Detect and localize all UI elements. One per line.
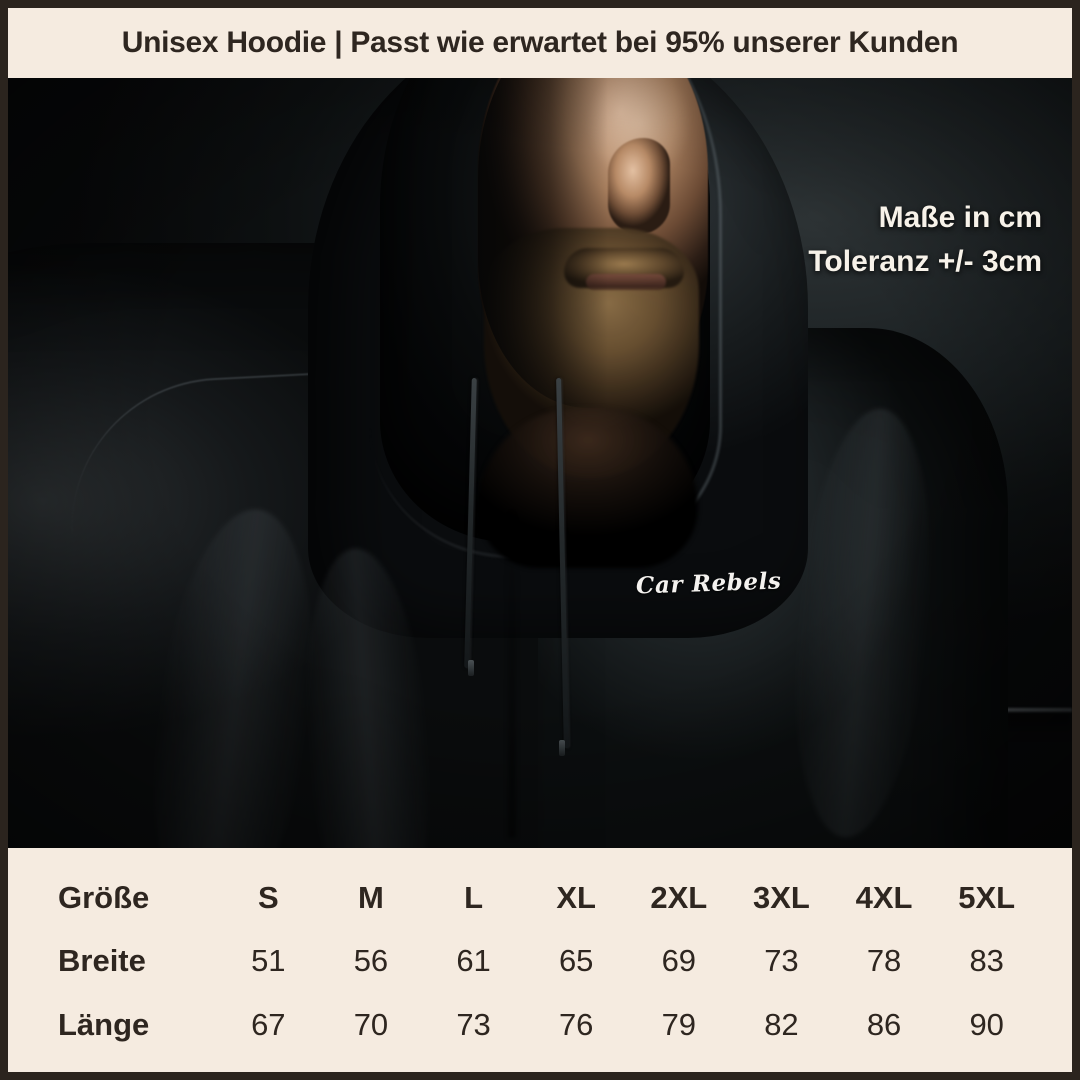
table-header-label: Größe [58, 880, 150, 916]
size-header-s: S [257, 880, 279, 916]
laenge-2xl: 79 [661, 1006, 697, 1042]
laenge-l: 73 [456, 1006, 491, 1042]
size-header-xl: XL [556, 880, 596, 916]
measurement-unit-line: Maße in cm [878, 201, 1042, 234]
breite-5xl: 83 [969, 943, 1004, 979]
breite-m: 56 [353, 943, 389, 979]
breite-xl: 65 [558, 943, 594, 979]
table-row-breite: Breite 51 56 61 65 69 73 78 83 [42, 945, 1038, 976]
size-header-2xl: 2XL [650, 880, 708, 916]
measurement-note: Maße in cm Toleranz +/- 3cm [808, 196, 1042, 285]
breite-s: 51 [251, 943, 286, 979]
table-header-row: Größe S M L XL 2XL 3XL 4XL 5XL [42, 882, 1038, 913]
size-table: Größe S M L XL 2XL 3XL 4XL 5XL Breite 51… [8, 848, 1072, 1072]
breite-l: 61 [456, 943, 491, 979]
laenge-xl: 76 [558, 1006, 594, 1042]
breite-2xl: 69 [661, 943, 697, 979]
photo-vignette [8, 78, 1072, 848]
size-header-l: L [464, 880, 484, 916]
breite-4xl: 78 [866, 943, 902, 979]
laenge-3xl: 82 [764, 1006, 799, 1042]
laenge-5xl: 90 [969, 1006, 1004, 1042]
size-header-m: M [358, 880, 384, 916]
laenge-m: 70 [353, 1006, 389, 1042]
breite-3xl: 73 [764, 943, 799, 979]
size-header-5xl: 5XL [958, 880, 1016, 916]
page-title: Unisex Hoodie | Passt wie erwartet bei 9… [121, 26, 959, 59]
size-header-3xl: 3XL [753, 880, 810, 916]
laenge-4xl: 86 [866, 1006, 902, 1042]
row-label-breite: Breite [58, 943, 146, 979]
header-banner: Unisex Hoodie | Passt wie erwartet bei 9… [8, 8, 1072, 78]
measurement-tolerance-line: Toleranz +/- 3cm [808, 245, 1042, 279]
product-photo: Car Rebels Maße in cm Toleranz +/- 3cm [8, 78, 1072, 848]
size-header-4xl: 4XL [855, 880, 913, 916]
laenge-s: 67 [251, 1006, 286, 1042]
row-label-laenge: Länge [58, 1006, 150, 1042]
table-row-laenge: Länge 67 70 73 76 79 82 86 90 [42, 1009, 1038, 1040]
